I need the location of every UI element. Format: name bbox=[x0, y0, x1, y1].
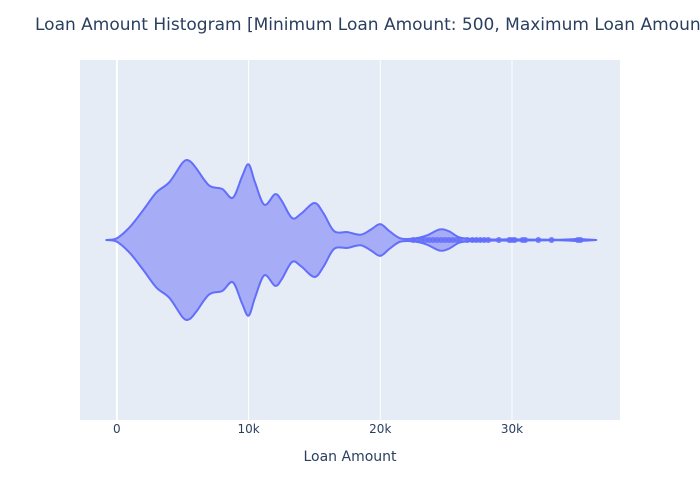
outlier-point bbox=[522, 237, 529, 243]
outlier-point bbox=[577, 237, 584, 243]
violin-body[interactable] bbox=[105, 159, 598, 321]
outlier-point bbox=[495, 237, 502, 243]
x-tick-label-30k: 30k bbox=[501, 422, 523, 436]
x-tick-labels: 0 10k 20k 30k bbox=[113, 422, 523, 436]
outlier-point bbox=[511, 237, 518, 243]
x-tick-label-20k: 20k bbox=[369, 422, 391, 436]
x-axis-title: Loan Amount bbox=[303, 449, 397, 465]
x-tick-label-0: 0 bbox=[113, 422, 121, 436]
x-tick-label-10k: 10k bbox=[237, 422, 259, 436]
outlier-point bbox=[457, 237, 464, 243]
outlier-point bbox=[485, 237, 492, 243]
outlier-point bbox=[464, 237, 471, 243]
chart-title: Loan Amount Histogram [Minimum Loan Amou… bbox=[35, 15, 700, 35]
outlier-points bbox=[410, 237, 584, 243]
outlier-point bbox=[548, 237, 555, 243]
outlier-point bbox=[535, 237, 542, 243]
